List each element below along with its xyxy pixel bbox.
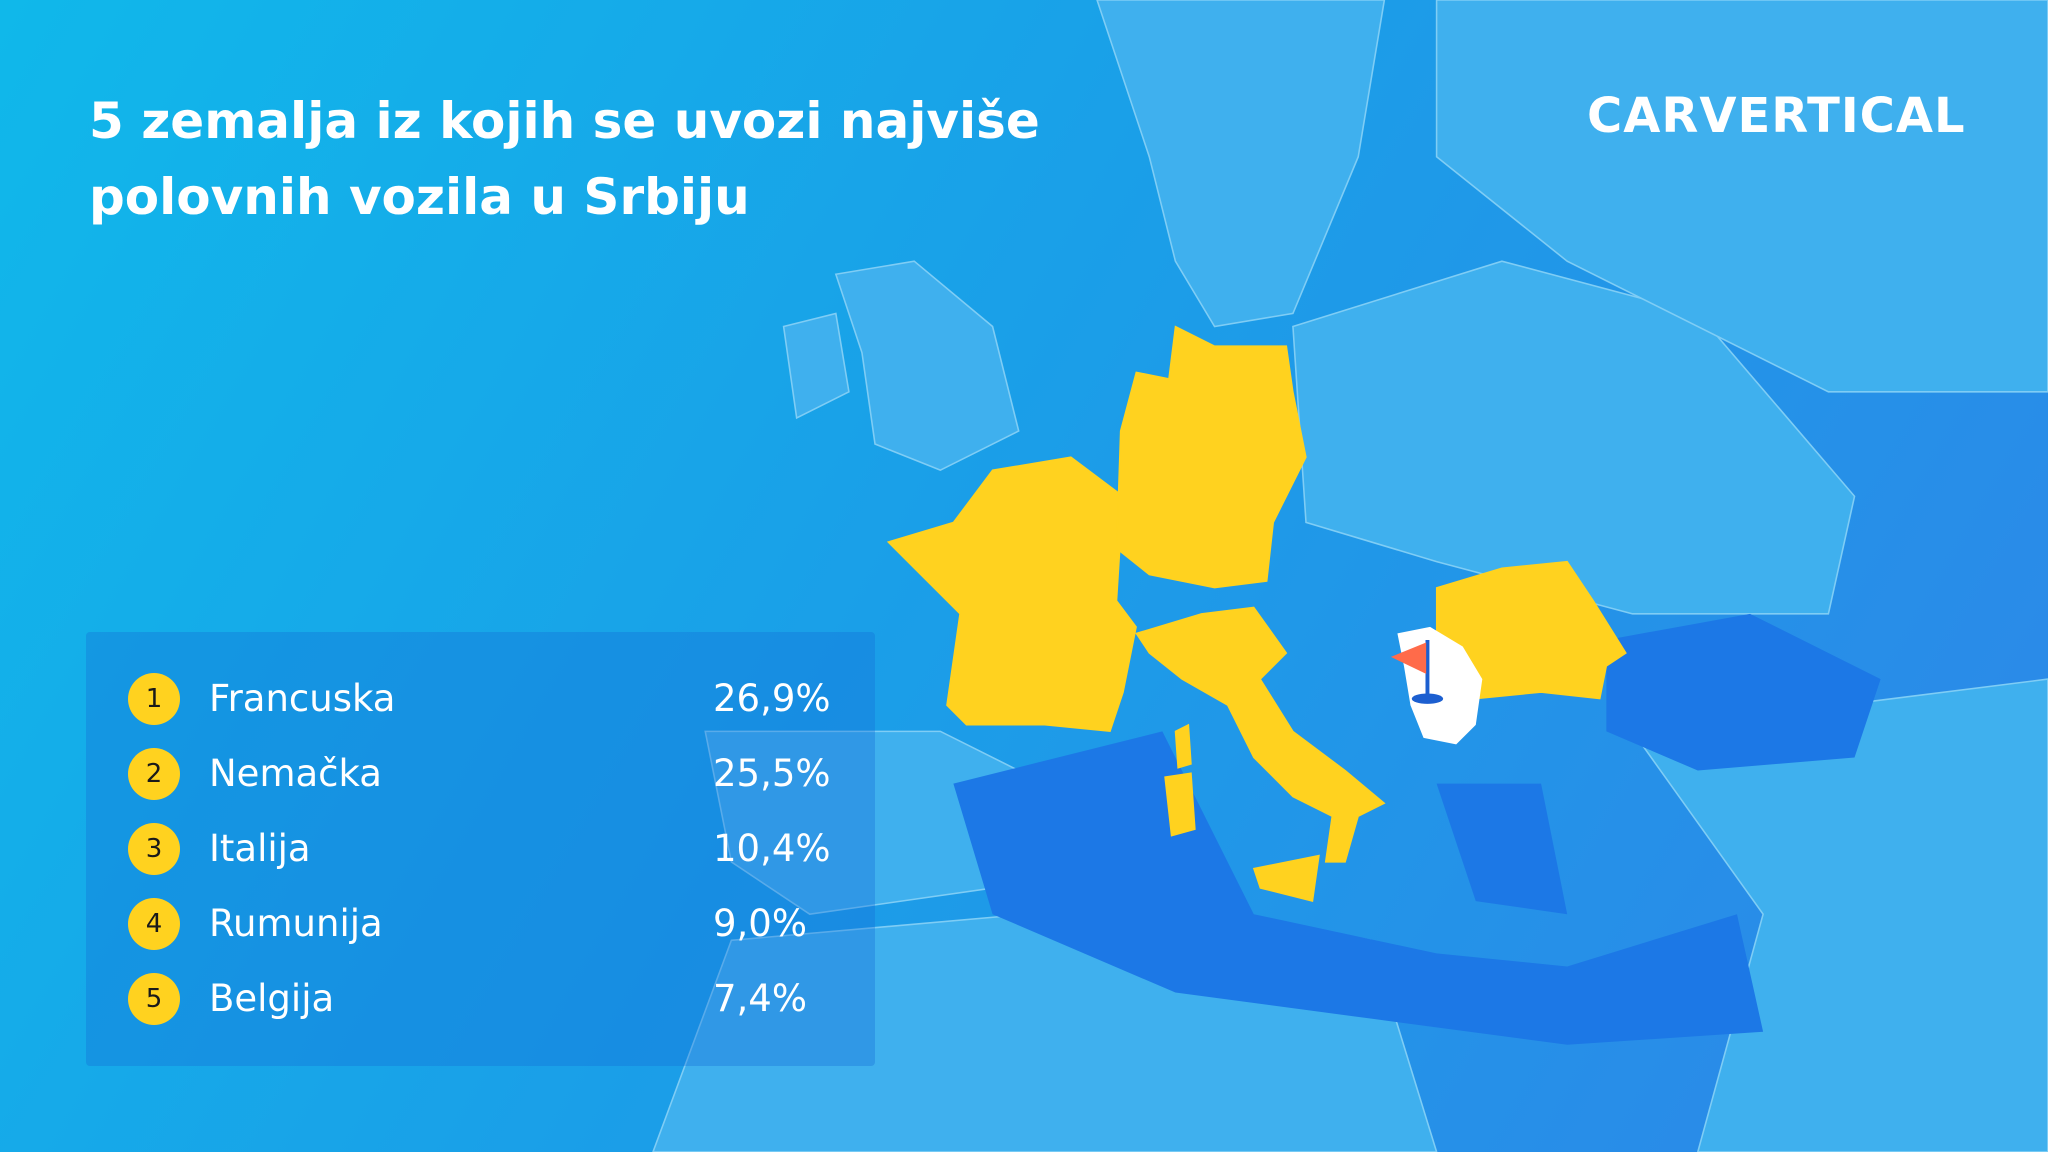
ranking-row: 1 Francuska 26,9% (86, 669, 875, 729)
ranking-panel: 1 Francuska 26,9% 2 Nemačka 25,5% 3 Italija 10,4… (86, 632, 875, 1066)
country-name: Nemačka (209, 752, 382, 795)
rank-badge: 5 (128, 973, 180, 1025)
ranking-row: 5 Belgija 7,4% (86, 969, 875, 1029)
ranking-row: 3 Italija 10,4% (86, 819, 875, 879)
share-value: 26,9% (713, 677, 831, 720)
country-name: Belgija (209, 977, 335, 1020)
rank-badge: 1 (128, 673, 180, 725)
country-name: Francuska (209, 677, 396, 720)
title: 5 zemalja iz kojih se uvozi najviše (89, 92, 1040, 150)
title: polovnih vozila u Srbiju (89, 168, 750, 226)
share-value: 25,5% (713, 752, 831, 795)
share-value: 10,4% (713, 827, 831, 870)
rank-badge: 3 (128, 823, 180, 875)
ranking-row: 2 Nemačka 25,5% (86, 744, 875, 804)
country-name: Italija (209, 827, 311, 870)
logo: CARVERTICAL (1587, 88, 1966, 144)
rank-badge: 2 (128, 748, 180, 800)
ranking-row: 4 Rumunija 9,0% (86, 894, 875, 954)
share-value: 7,4% (713, 977, 807, 1020)
share-value: 9,0% (713, 902, 807, 945)
rank-badge: 4 (128, 898, 180, 950)
country-name: Rumunija (209, 902, 383, 945)
